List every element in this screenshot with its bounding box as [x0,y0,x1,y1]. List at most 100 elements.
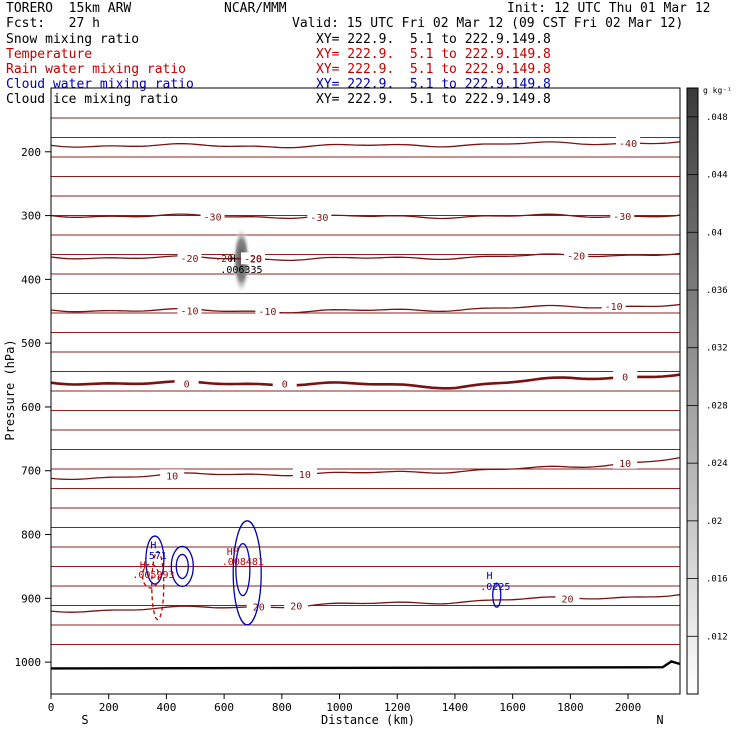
contour-annotation: .006335 [220,265,262,276]
isotherm-label-bg [255,304,280,317]
isotherm-label: 0 [282,380,288,391]
isotherm-label: 20 [561,594,573,605]
contour-annotation: .005993 [132,570,174,581]
contour-annotation: H [230,254,236,265]
field-label-rain: Rain water mixing ratio [6,62,187,77]
colorbar-tick-label: .048 [706,113,728,123]
isotherm-label-bg [272,377,297,390]
y-tick-label: 700 [21,465,41,478]
x-tick-label: 0 [48,701,55,714]
contour-annotation: H [150,541,156,552]
mixing-ratio-contour [235,542,251,597]
y-tick-label: 200 [21,146,41,159]
isotherm-label-bg [177,304,202,317]
isotherm-line [50,594,681,613]
field-xy-rain: XY= 222.9. 5.1 to 222.9.149.8 [316,62,551,77]
x-tick-label: 800 [272,701,292,714]
colorbar-tick-label: .032 [706,344,728,354]
colorbar-tick-label: .036 [706,286,728,296]
y-tick-label: 300 [21,210,41,223]
isotherm-line [50,456,681,481]
isotherm-label-bg [177,251,202,264]
mixing-ratio-contour [170,545,194,588]
isotherm-label: 20 [290,602,302,613]
colorbar-tick-label: .016 [706,575,728,585]
init-time: Init: 12 UTC Thu 01 Mar 12 [507,1,711,16]
x-axis-title: Distance (km) [321,713,415,727]
isotherm-label-bg [246,600,271,613]
isotherm-label: -30 [310,213,328,224]
mixing-ratio-contour [145,535,165,585]
forecast-hour: Fcst: 27 h [6,16,100,31]
isotherm-label: -30 [613,212,631,223]
mixing-ratio-contour [492,582,502,608]
isotherm-label-bg [292,467,317,480]
y-axis-title: Pressure (hPa) [3,339,17,440]
isotherm-label-bg [616,136,641,149]
isotherm-line [50,373,681,390]
ground-line [50,660,681,670]
y-tick-label: 400 [21,273,41,286]
field-xy-cloud-ice: XY= 222.9. 5.1 to 222.9.149.8 [316,92,551,107]
field-xy-temperature: XY= 222.9. 5.1 to 222.9.149.8 [316,47,551,62]
contour-annotation: HH [227,547,239,558]
contour-annotation: 20 [250,254,262,265]
colorbar-tick-label: .012 [706,632,728,642]
colorbar-tick-label: .024 [706,459,728,469]
isotherm-label: -20 [567,251,585,262]
isotherm-label-bg [613,456,638,469]
isotherm-label: -20 [244,254,262,265]
x-tick-label: 200 [99,701,119,714]
colorbar-fill [686,87,699,695]
mixing-ratio-contour [141,563,160,589]
x-tick-label: 600 [214,701,234,714]
y-tick-label: 800 [21,529,41,542]
isotherm-label-bg [284,599,309,612]
isotherm-label: 0 [184,379,190,390]
isotherm-label: 10 [166,471,178,482]
contour-annotation: H [140,560,146,571]
x-tick-label: 1800 [557,701,584,714]
isotherm-label: -10 [180,307,198,318]
isotherm-label-bg [601,300,626,313]
colorbar: g kg⁻¹ .012 .016 .02 .024 .028 .032 .036 .04 .04… [686,86,732,695]
valid-time: Valid: 15 UTC Fri 02 Mar 12 (09 CST Fri … [292,16,684,31]
colorbar-tick-label: .028 [706,401,728,411]
isotherm-label-bg [307,210,332,223]
colorbar-unit: g kg⁻¹ [703,86,732,95]
colorbar-tick-label: .02 [706,517,722,527]
colorbar-tick-label: .04 [706,228,722,238]
contour-annotation: H [487,571,493,582]
x-end-label-north: N [656,713,663,727]
isotherm-label: -30 [204,212,222,223]
x-tick-label: 1200 [384,701,411,714]
isotherm-label-bg [610,209,635,222]
center-label: NCAR/MMM [224,1,287,16]
field-label-cloud-ice: Cloud ice mixing ratio [6,92,179,107]
y-tick-label: 1000 [15,656,42,669]
isotherm-label-bg [613,370,638,383]
contour-annotation: .0225 [480,582,510,593]
isotherm-line [50,303,681,314]
x-tick-label: 1600 [499,701,526,714]
isotherm-label: -10 [605,302,623,313]
contour-annotation: .571 [143,551,167,562]
mixing-ratio-contour [175,553,189,580]
isotherm-label: -10 [258,307,276,318]
x-tick-label: 1000 [326,701,353,714]
isotherm-label-bg [160,469,185,482]
field-xy-snow: XY= 222.9. 5.1 to 222.9.149.8 [316,32,551,47]
y-tick-label: 900 [21,592,41,605]
contour-annotation: .008481 [222,557,264,568]
plot-frame [50,87,681,695]
isotherm-label: 10 [619,459,631,470]
isotherm-label: -20 [180,254,198,265]
x-tick-label: 1400 [442,701,469,714]
field-label-snow: Snow mixing ratio [6,32,140,47]
x-tick-label: 2000 [615,701,642,714]
isotherm-label: 10 [299,470,311,481]
mixing-ratio-contour [232,520,262,626]
y-tick-label: 600 [21,401,41,414]
isotherm-label: 0 [622,373,628,384]
